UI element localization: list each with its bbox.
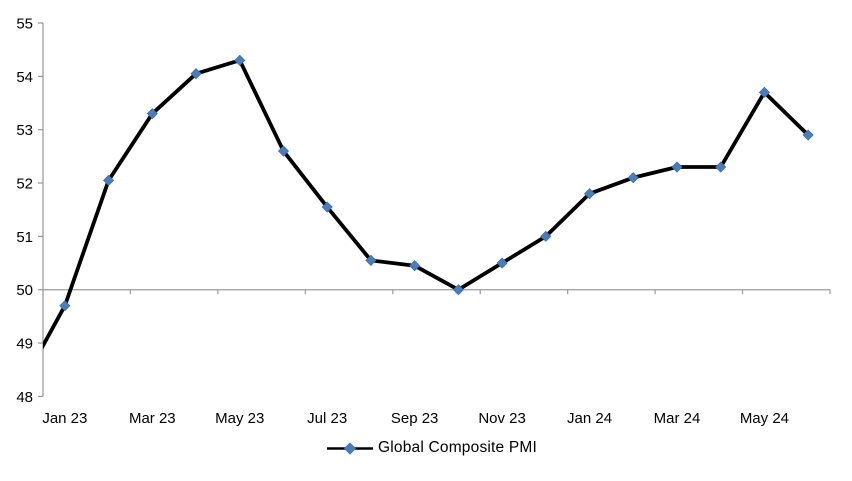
data-point-marker xyxy=(190,68,202,80)
x-tick-label: Sep 23 xyxy=(391,410,439,427)
x-axis-ticks xyxy=(42,289,831,295)
y-axis-ticks xyxy=(38,22,43,397)
y-tick-label: 50 xyxy=(16,282,33,299)
x-tick-label: Jan 23 xyxy=(42,410,87,427)
x-tick-label: Mar 24 xyxy=(654,410,701,427)
data-point-marker xyxy=(452,284,464,296)
y-tick-label: 52 xyxy=(16,176,33,193)
x-tick-label: Nov 23 xyxy=(478,410,526,427)
data-point-marker xyxy=(802,129,814,141)
data-point-marker xyxy=(277,145,290,157)
data-point-marker xyxy=(758,86,770,98)
data-point-marker xyxy=(234,54,246,66)
data-point-marker xyxy=(496,257,508,269)
pmi-series-markers xyxy=(59,54,814,312)
y-tick-label: 55 xyxy=(16,16,33,33)
legend-label: Global Composite PMI xyxy=(377,439,538,456)
y-tick-label: 54 xyxy=(16,69,33,86)
x-tick-label: May 23 xyxy=(215,410,264,427)
data-point-marker xyxy=(103,174,115,186)
x-tick-label: Mar 23 xyxy=(129,410,176,427)
data-point-marker xyxy=(365,254,377,266)
y-tick-label: 53 xyxy=(16,122,33,139)
data-point-marker xyxy=(321,201,333,213)
x-axis-labels: Jan 23 Mar 23 May 23 Jul 23 Sep 23 Nov 23 Jan … xyxy=(42,410,789,427)
legend: Global Composite PMI xyxy=(326,439,538,457)
x-tick-label: Jul 23 xyxy=(307,410,347,427)
data-point-marker xyxy=(540,230,552,242)
x-tick-label: May 24 xyxy=(740,410,789,427)
data-point-marker xyxy=(583,188,596,200)
y-tick-label: 49 xyxy=(16,336,33,353)
y-tick-label: 51 xyxy=(16,229,33,246)
data-point-marker xyxy=(409,260,421,272)
x-tick-label: Jan 24 xyxy=(567,410,612,427)
pmi-series-line xyxy=(43,58,810,350)
y-tick-label: 48 xyxy=(16,389,33,406)
data-point-marker xyxy=(671,161,683,173)
data-point-marker xyxy=(627,172,639,184)
data-point-marker xyxy=(715,161,727,173)
data-point-marker xyxy=(146,108,158,120)
legend-line-marker-icon xyxy=(326,441,373,455)
y-axis-labels: 55 54 53 52 51 50 49 48 xyxy=(16,16,33,406)
data-point-marker xyxy=(59,300,71,312)
